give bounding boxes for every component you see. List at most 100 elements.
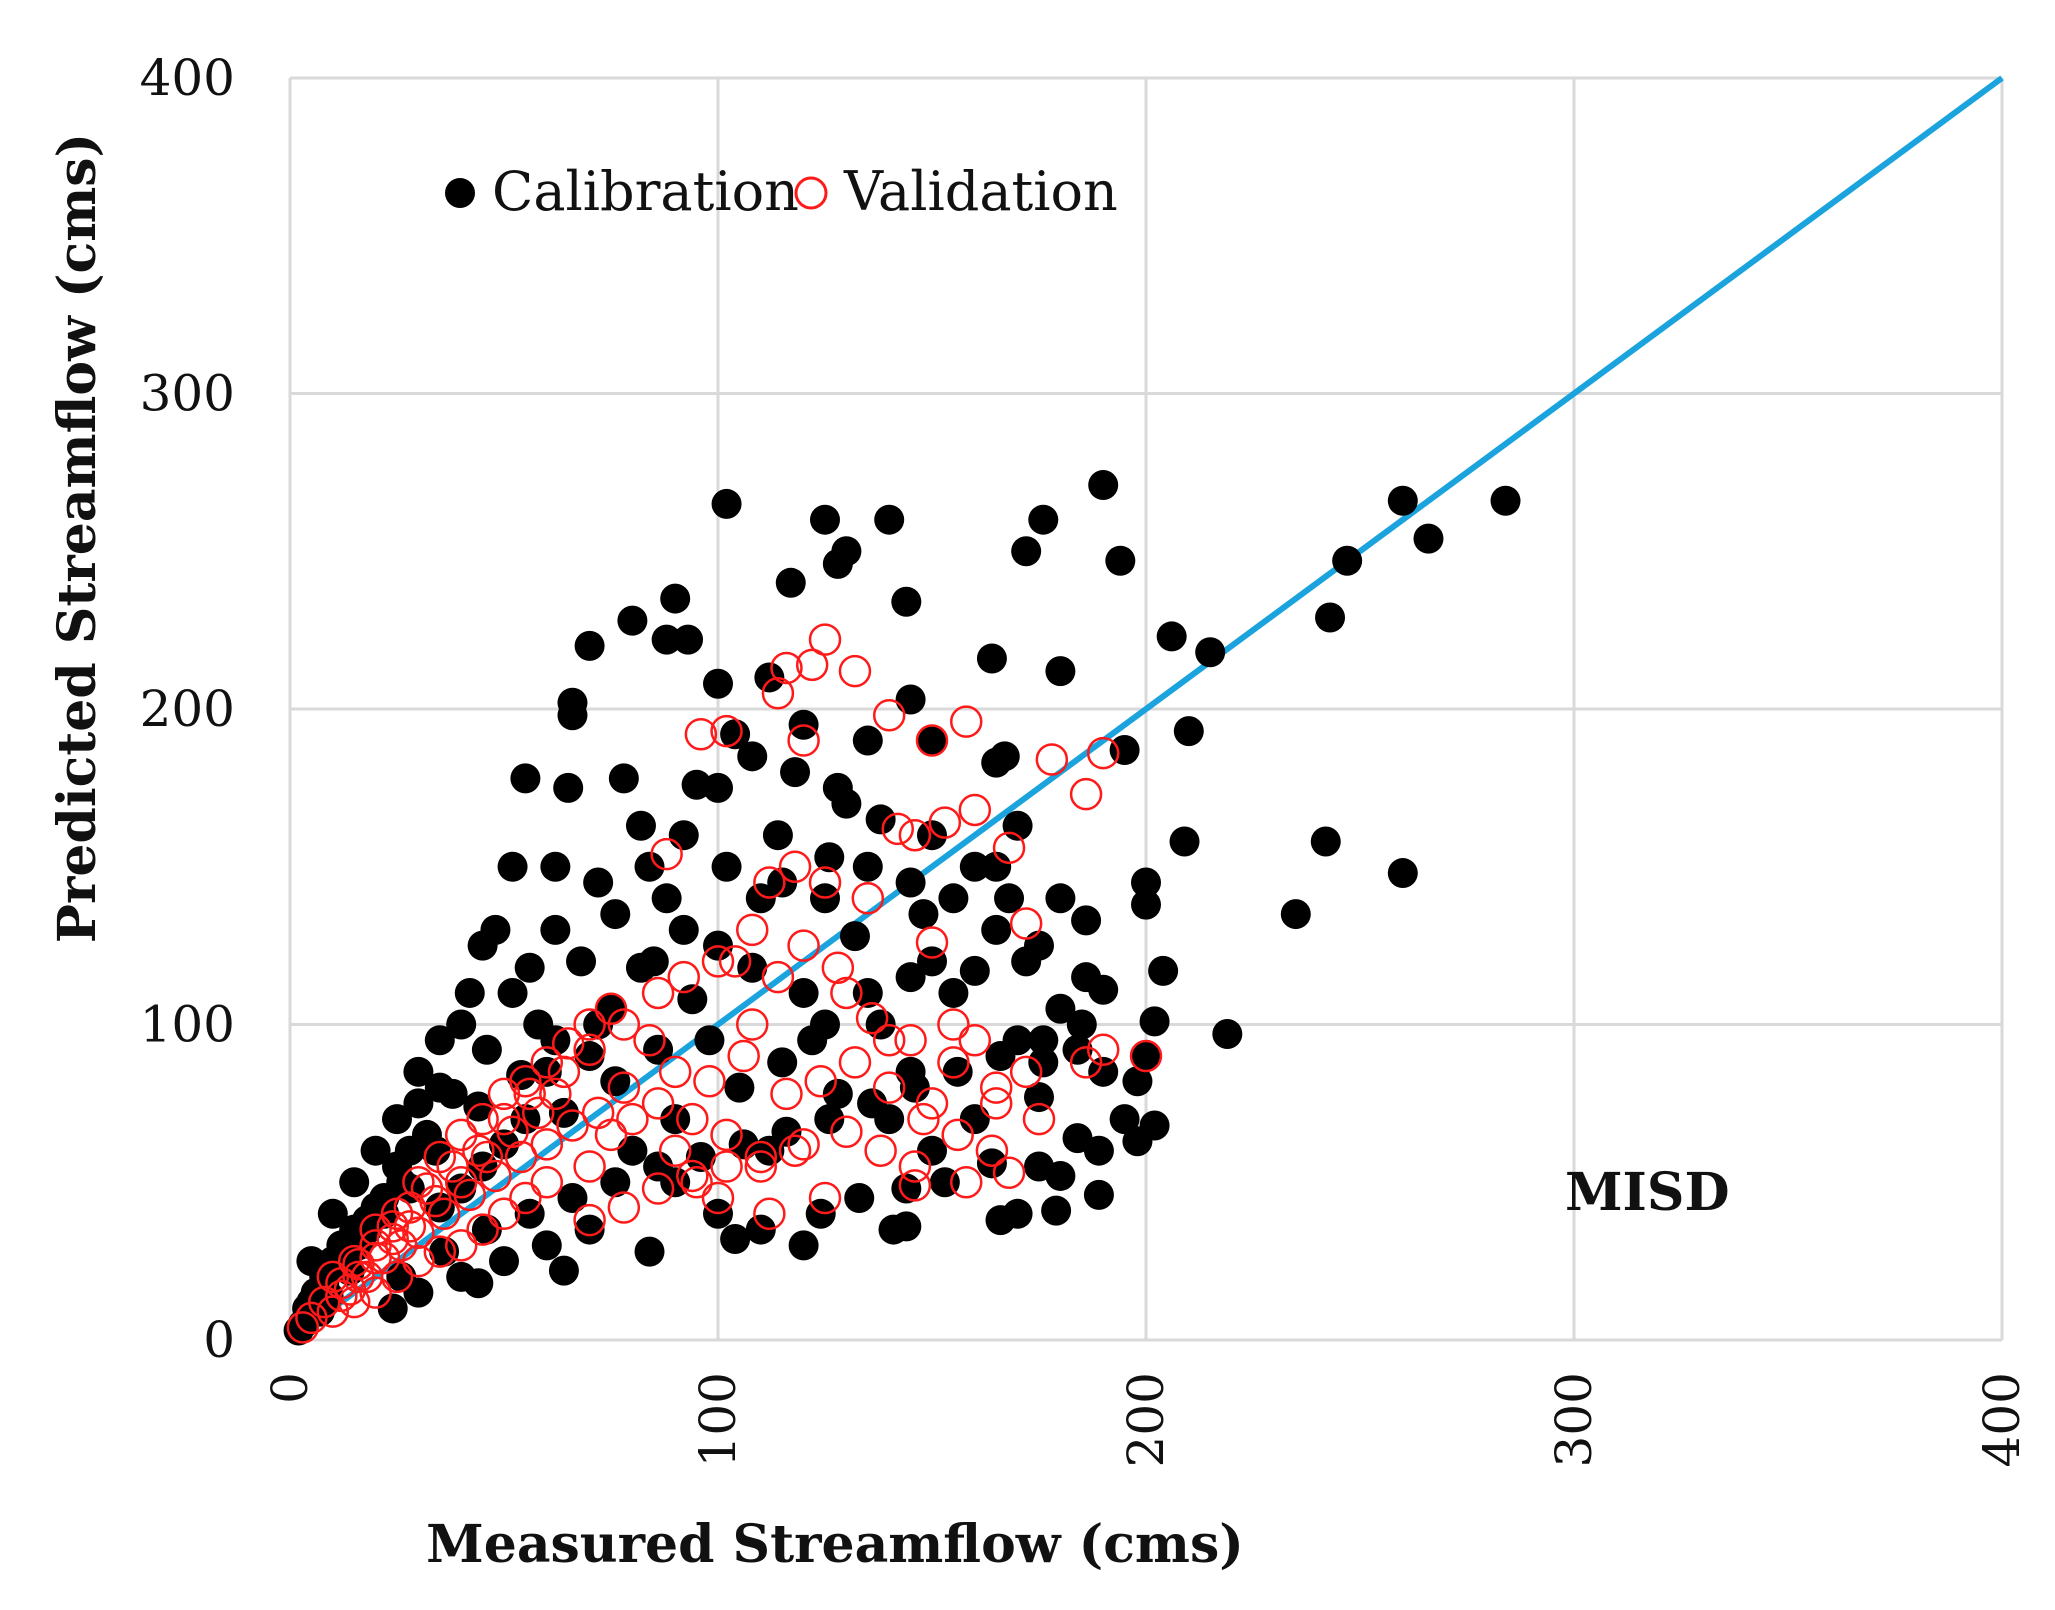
- calibration-point-106: [917, 725, 947, 756]
- calibration-point-207: [895, 867, 926, 898]
- validation-point-143: [423, 1140, 457, 1174]
- calibration-point-35: [1139, 1006, 1170, 1037]
- calibration-point-75: [553, 772, 584, 803]
- validation-point-130: [641, 1172, 675, 1205]
- validation-point-123: [838, 1046, 872, 1079]
- calibration-point-27: [1169, 826, 1200, 857]
- validation-point-41: [376, 1210, 409, 1243]
- calibration-point-212: [1088, 1056, 1119, 1087]
- validation-point-151: [594, 992, 628, 1025]
- calibration-point-220: [625, 952, 656, 983]
- calibration-point-174: [685, 1142, 716, 1173]
- calibration-point-139: [737, 952, 768, 983]
- validation-point-110: [444, 1166, 478, 1199]
- calibration-point-11: [660, 583, 691, 614]
- validation-point-111: [419, 1184, 452, 1218]
- calibration-point-191: [1062, 1123, 1093, 1154]
- calibration-point-135: [938, 977, 969, 1008]
- calibration-point-182: [1028, 1025, 1059, 1056]
- calibration-point-53: [989, 741, 1020, 772]
- calibration-point-195: [514, 952, 545, 983]
- legend-marker-validation: [794, 176, 828, 210]
- validation-point-33: [573, 1033, 606, 1066]
- calibration-point-162: [403, 1056, 434, 1087]
- calibration-point-208: [938, 883, 969, 914]
- validation-point-61: [658, 1134, 692, 1167]
- calibration-point-137: [839, 921, 870, 952]
- calibration-point-99: [557, 687, 588, 718]
- validation-point-114: [359, 1241, 392, 1275]
- calibration-point-218: [711, 851, 742, 882]
- validation-point-35: [513, 1077, 546, 1111]
- validation-point-127: [975, 1134, 1009, 1167]
- calibration-point-69: [694, 1025, 725, 1056]
- y-tick-label-3: 300: [140, 365, 235, 423]
- validation-point-11: [1086, 736, 1120, 770]
- validation-point-125: [907, 1102, 940, 1136]
- validation-point-18: [1009, 907, 1043, 940]
- calibration-point-126: [574, 1214, 605, 1245]
- calibration-point-179: [899, 1072, 930, 1103]
- calibration-point-109: [814, 842, 845, 873]
- y-tick-label-0: 0: [203, 1311, 235, 1369]
- validation-point-118: [658, 1055, 692, 1089]
- calibration-point-192: [497, 977, 528, 1008]
- validation-point-48: [1069, 1046, 1103, 1079]
- validation-point-7: [872, 699, 906, 732]
- calibration-point-175: [728, 1129, 759, 1160]
- calibration-point-70: [660, 1104, 691, 1135]
- validation-point-89: [744, 1150, 778, 1183]
- calibration-point-32: [1131, 889, 1161, 920]
- calibration-point-26: [1109, 735, 1140, 766]
- calibration-point-102: [720, 719, 751, 750]
- calibration-point-105: [895, 684, 926, 715]
- calibration-point-147: [634, 851, 665, 882]
- calibration-point-82: [446, 1009, 477, 1040]
- calibration-point-1: [810, 504, 840, 535]
- legend-marker-calibration: [445, 178, 475, 208]
- validation-point-66: [509, 1181, 542, 1215]
- validation-point-22: [872, 1024, 906, 1057]
- one-to-one-line: [288, 75, 2004, 1343]
- x-tick-label-0: 0: [261, 1372, 319, 1404]
- calibration-point-185: [548, 1255, 579, 1286]
- validation-point-60: [680, 1166, 713, 1199]
- validation-point-133: [744, 1140, 778, 1174]
- validation-point-124: [872, 1071, 906, 1104]
- validation-series: [286, 623, 1163, 1344]
- validation-point-83: [855, 1001, 889, 1035]
- tick-labels: 0 100 200 300 400 0 100 200 300 400: [140, 49, 2031, 1467]
- validation-point-25: [808, 866, 842, 899]
- validation-point-140: [359, 1213, 392, 1246]
- calibration-point-13: [617, 605, 648, 636]
- calibration-point-17: [1195, 637, 1226, 668]
- validation-point-101: [402, 1216, 435, 1249]
- legend: Calibration Validation: [445, 160, 1118, 223]
- calibration-point-49: [891, 1211, 922, 1242]
- validation-point-54: [898, 1169, 932, 1202]
- calibration-point-171: [557, 1183, 588, 1214]
- validation-point-117: [633, 1024, 666, 1057]
- validation-point-136: [864, 1134, 897, 1167]
- calibration-point-154: [917, 820, 947, 851]
- calibration-point-37: [1131, 1041, 1161, 1072]
- calibration-point-71: [651, 883, 682, 914]
- validation-point-65: [530, 1166, 564, 1199]
- validation-point-6: [787, 724, 820, 757]
- validation-point-50: [1129, 1039, 1163, 1073]
- validation-point-90: [710, 1118, 743, 1152]
- calibration-point-104: [852, 725, 883, 756]
- calibration-point-38: [1122, 1066, 1153, 1097]
- calibration-point-14: [651, 624, 682, 655]
- calibration-point-101: [754, 662, 785, 693]
- validation-point-87: [1022, 1102, 1056, 1136]
- calibration-point-196: [471, 1034, 502, 1065]
- validation-point-145: [466, 1102, 499, 1136]
- calibration-point-145: [566, 946, 597, 977]
- validation-point-119: [693, 1065, 726, 1098]
- validation-point-116: [325, 1279, 358, 1313]
- validation-point-77: [684, 717, 718, 751]
- calibration-point-6: [1105, 545, 1136, 576]
